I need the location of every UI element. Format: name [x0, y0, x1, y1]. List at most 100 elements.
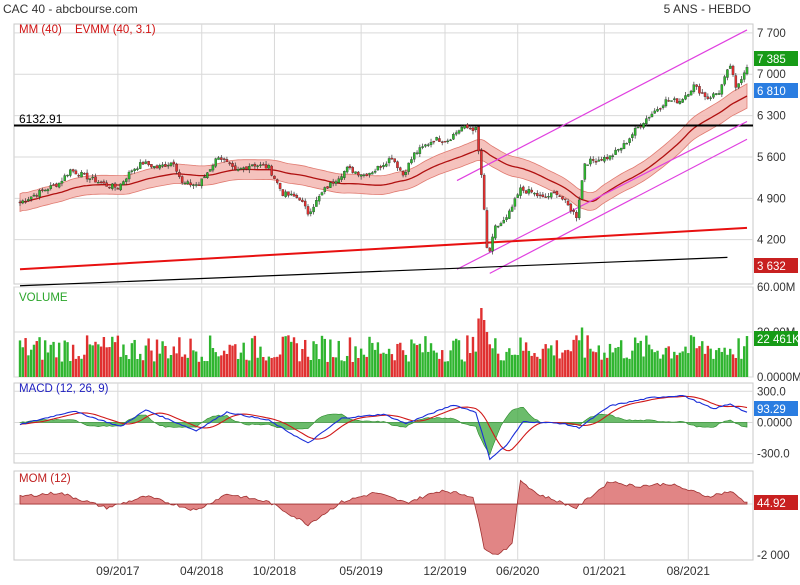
price-candle	[435, 136, 438, 141]
price-candle	[108, 186, 111, 189]
candle-body	[55, 183, 58, 187]
candle-body	[418, 147, 422, 154]
volume-tick-label: 0.0000M	[757, 372, 800, 384]
volume-bar	[583, 357, 587, 377]
price-candle	[446, 138, 450, 144]
price-candle	[29, 196, 33, 202]
price-candle	[510, 204, 514, 212]
volume-bar	[516, 355, 519, 377]
price-candle	[494, 224, 497, 240]
volume-bar	[667, 346, 670, 377]
volume-bar	[379, 353, 382, 377]
price-candle	[432, 140, 436, 145]
volume-bar	[371, 342, 374, 377]
volume-bar	[605, 357, 609, 377]
macd-signal-line	[19, 395, 748, 452]
candle-body	[426, 144, 430, 146]
volume-bar	[334, 357, 338, 377]
price-candle	[547, 192, 550, 200]
price-tick-label: 7 700	[757, 28, 786, 40]
price-candle	[60, 177, 64, 187]
candle-body	[228, 162, 231, 165]
price-candle	[133, 168, 136, 174]
price-low-badge-text: 3 632	[757, 261, 786, 273]
candle-body	[622, 143, 626, 149]
candle-body	[575, 212, 578, 218]
price-tick-label: 5 600	[757, 152, 786, 164]
price-candle	[726, 68, 729, 81]
price-candle	[289, 190, 293, 197]
volume-bar	[228, 344, 231, 377]
candle-body	[43, 189, 47, 192]
candle-body	[169, 162, 173, 166]
price-candle	[359, 174, 363, 180]
volume-bar	[656, 350, 659, 377]
candle-body	[737, 83, 740, 88]
price-candle	[449, 138, 452, 142]
candle-body	[667, 100, 670, 102]
candle-body	[536, 192, 539, 197]
price-legend-evmm: EVMM (40, 3.1)	[75, 24, 156, 36]
candle-body	[673, 98, 676, 100]
x-tick-label: 10/2018	[253, 564, 297, 578]
candle-body	[701, 92, 704, 94]
candle-body	[267, 165, 271, 169]
price-candle	[714, 93, 718, 96]
volume-bar	[622, 358, 626, 377]
price-low-badge: 3 632	[754, 258, 798, 273]
candle-body	[46, 189, 50, 192]
price-candle	[301, 197, 304, 203]
support-red-line	[19, 226, 748, 271]
volume-bar	[743, 346, 746, 377]
candle-body	[105, 182, 108, 187]
price-candle	[175, 162, 178, 175]
volume-bar	[49, 344, 52, 377]
price-candle	[273, 175, 276, 180]
volume-bar	[105, 347, 108, 377]
volume-bar	[410, 339, 413, 377]
price-candle	[561, 196, 564, 201]
volume-bar	[608, 343, 612, 377]
volume-bar	[326, 361, 329, 377]
candle-body	[424, 144, 427, 147]
candle-body	[552, 191, 556, 194]
volume-bar	[194, 351, 198, 377]
volume-bar	[427, 351, 430, 377]
volume-bar	[499, 360, 503, 377]
candle-body	[189, 182, 192, 186]
candle-body	[564, 198, 567, 201]
candle-body	[161, 164, 164, 167]
candle-body	[519, 187, 522, 196]
price-candle	[681, 98, 684, 103]
candle-body	[524, 190, 528, 194]
volume-bar	[415, 345, 419, 377]
candle-body	[385, 163, 388, 167]
volume-bar	[659, 358, 662, 377]
candle-body	[27, 199, 30, 202]
price-candle	[678, 98, 682, 105]
price-candle	[71, 168, 75, 174]
price-candle	[192, 183, 195, 190]
price-candle	[236, 166, 240, 172]
price-candle	[703, 91, 707, 101]
price-high-badge-text: 7 385	[757, 54, 786, 66]
price-candle	[647, 116, 651, 122]
price-candle	[580, 180, 584, 200]
candle-body	[292, 193, 296, 197]
price-candle	[387, 156, 391, 167]
price-candle	[440, 140, 444, 146]
candle-body	[454, 132, 458, 135]
candle-body	[345, 166, 349, 173]
volume-bar	[21, 347, 24, 377]
candle-body	[561, 196, 564, 200]
candle-body	[108, 186, 111, 189]
price-candle	[295, 193, 299, 199]
candle-body	[502, 219, 505, 224]
candle-body	[354, 171, 357, 174]
volume-bar	[726, 354, 729, 377]
price-candle	[642, 122, 645, 130]
volume-bar	[304, 339, 307, 377]
volume-bar	[220, 355, 223, 377]
volume-bar	[505, 351, 508, 377]
price-candle	[720, 83, 724, 98]
